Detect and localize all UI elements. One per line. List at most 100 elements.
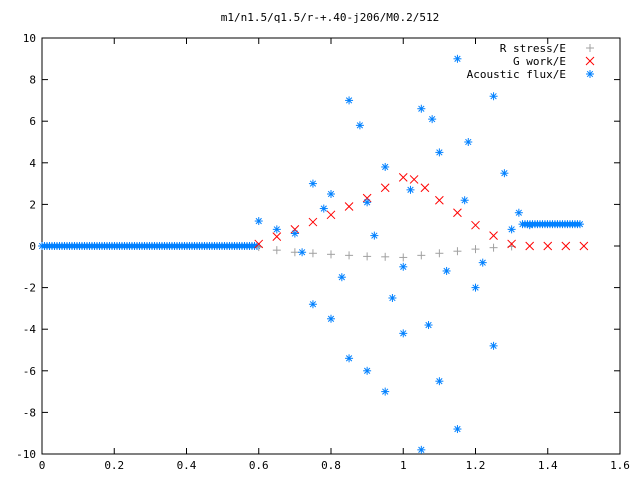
y-tick-label: -6	[23, 365, 36, 378]
x-tick-label: 0	[39, 459, 46, 472]
legend-marker	[585, 56, 595, 66]
legend-label: R stress/E	[500, 42, 566, 55]
data-point-r-stress-e	[290, 248, 299, 257]
x-tick-label: 0.8	[321, 459, 341, 472]
data-point-acoustic-flux-e	[406, 185, 415, 194]
y-tick-label: -4	[23, 323, 37, 336]
data-point-acoustic-flux-e	[254, 217, 263, 226]
data-point-g-work-e	[409, 175, 419, 184]
data-point-acoustic-flux-e	[319, 204, 328, 213]
axes: 0 0.2 0.4 0.6 0.8 1 1.2 1.4 1.6 10 8 6 4 2 0 -2 -4 -6 -8 -1…	[16, 32, 630, 472]
y-tick-label: 8	[29, 74, 36, 87]
data-point-acoustic-flux-e	[308, 179, 317, 188]
data-point-g-work-e	[308, 217, 318, 227]
y-tick-label: 4	[29, 157, 36, 170]
data-point-acoustic-flux-e	[489, 92, 498, 101]
data-point-g-work-e	[489, 231, 498, 240]
data-point-acoustic-flux-e	[460, 196, 469, 205]
chart-title: m1/n1.5/q1.5/r-+.40-j206/M0.2/512	[221, 11, 440, 24]
data-point-acoustic-flux-e	[507, 225, 516, 234]
data-point-r-stress-e	[471, 245, 480, 254]
data-point-acoustic-flux-e	[464, 138, 473, 146]
x-tick-label: 0.6	[249, 459, 269, 472]
data-point-acoustic-flux-e	[453, 425, 462, 434]
data-point-r-stress-e	[435, 249, 444, 258]
dense-run-point	[575, 220, 584, 229]
data-point-g-work-e	[507, 239, 516, 249]
data-point-acoustic-flux-e	[442, 266, 451, 275]
data-point-acoustic-flux-e	[370, 231, 379, 240]
data-point-r-stress-e	[489, 243, 498, 252]
data-point-g-work-e	[453, 208, 462, 218]
data-point-g-work-e	[471, 220, 480, 230]
data-point-acoustic-flux-e	[327, 190, 335, 198]
data-point-g-work-e	[398, 173, 408, 182]
data-point-acoustic-flux-e	[381, 387, 390, 396]
y-tick-label: 10	[23, 32, 36, 45]
data-point-acoustic-flux-e	[471, 283, 480, 292]
x-tick-label: 1.6	[610, 459, 630, 472]
data-point-g-work-e	[525, 241, 535, 251]
data-point-acoustic-flux-e	[417, 104, 426, 113]
data-point-r-stress-e	[453, 247, 462, 256]
data-point-r-stress-e	[381, 252, 390, 261]
y-tick-label: -2	[23, 282, 36, 295]
data-point-g-work-e	[435, 195, 444, 205]
y-tick-label: 0	[29, 240, 36, 253]
data-point-g-work-e	[579, 241, 589, 251]
x-tick-label: 0.2	[104, 459, 124, 472]
x-tick-label: 0.4	[177, 459, 197, 472]
data-point-r-stress-e	[327, 250, 335, 259]
data-point-acoustic-flux-e	[478, 258, 487, 267]
data-point-g-work-e	[420, 183, 430, 193]
legend-marker	[586, 44, 594, 52]
data-point-acoustic-flux-e	[363, 366, 372, 375]
data-point-r-stress-e	[272, 246, 281, 255]
data-point-acoustic-flux-e	[345, 354, 354, 363]
legend-marker	[586, 70, 594, 78]
data-point-r-stress-e	[308, 249, 317, 258]
data-point-acoustic-flux-e	[290, 229, 299, 238]
data-point-acoustic-flux-e	[417, 445, 426, 454]
data-point-acoustic-flux-e	[308, 300, 317, 309]
legend-label: G work/E	[513, 55, 566, 68]
data-point-g-work-e	[290, 225, 300, 234]
data-point-acoustic-flux-e	[381, 162, 390, 171]
data-point-r-stress-e	[363, 252, 372, 261]
data-point-acoustic-flux-e	[453, 54, 462, 63]
data-point-acoustic-flux-e	[514, 208, 523, 217]
data-point-g-work-e	[272, 232, 282, 241]
x-tick-label: 1.4	[538, 459, 558, 472]
data-point-acoustic-flux-e	[272, 225, 281, 234]
x-tick-label: 1.2	[466, 459, 486, 472]
data-point-g-work-e	[254, 239, 264, 249]
data-point-acoustic-flux-e	[525, 221, 534, 230]
y-tick-label: -8	[23, 406, 36, 419]
data-point-acoustic-flux-e	[345, 96, 354, 105]
data-point-acoustic-flux-e	[327, 314, 335, 323]
data-point-acoustic-flux-e	[500, 169, 509, 178]
data-point-acoustic-flux-e	[489, 341, 498, 350]
data-layer	[38, 54, 589, 454]
data-point-g-work-e	[543, 241, 553, 251]
data-point-g-work-e	[380, 183, 390, 193]
data-point-acoustic-flux-e	[424, 321, 433, 330]
data-point-r-stress-e	[399, 253, 408, 262]
y-tick-label: 6	[29, 115, 36, 128]
x-tick-label: 1	[400, 459, 407, 472]
y-tick-label: -10	[16, 448, 36, 461]
data-point-acoustic-flux-e	[435, 377, 444, 386]
data-point-acoustic-flux-e	[337, 273, 346, 282]
data-point-acoustic-flux-e	[355, 121, 364, 130]
data-point-g-work-e	[561, 241, 571, 251]
data-point-acoustic-flux-e	[435, 148, 444, 157]
data-point-g-work-e	[326, 210, 336, 220]
data-point-g-work-e	[344, 202, 354, 211]
data-point-acoustic-flux-e	[363, 198, 372, 207]
data-point-acoustic-flux-e	[399, 329, 408, 338]
data-point-acoustic-flux-e	[399, 262, 408, 271]
data-point-acoustic-flux-e	[388, 294, 397, 302]
data-point-r-stress-e	[417, 251, 426, 260]
